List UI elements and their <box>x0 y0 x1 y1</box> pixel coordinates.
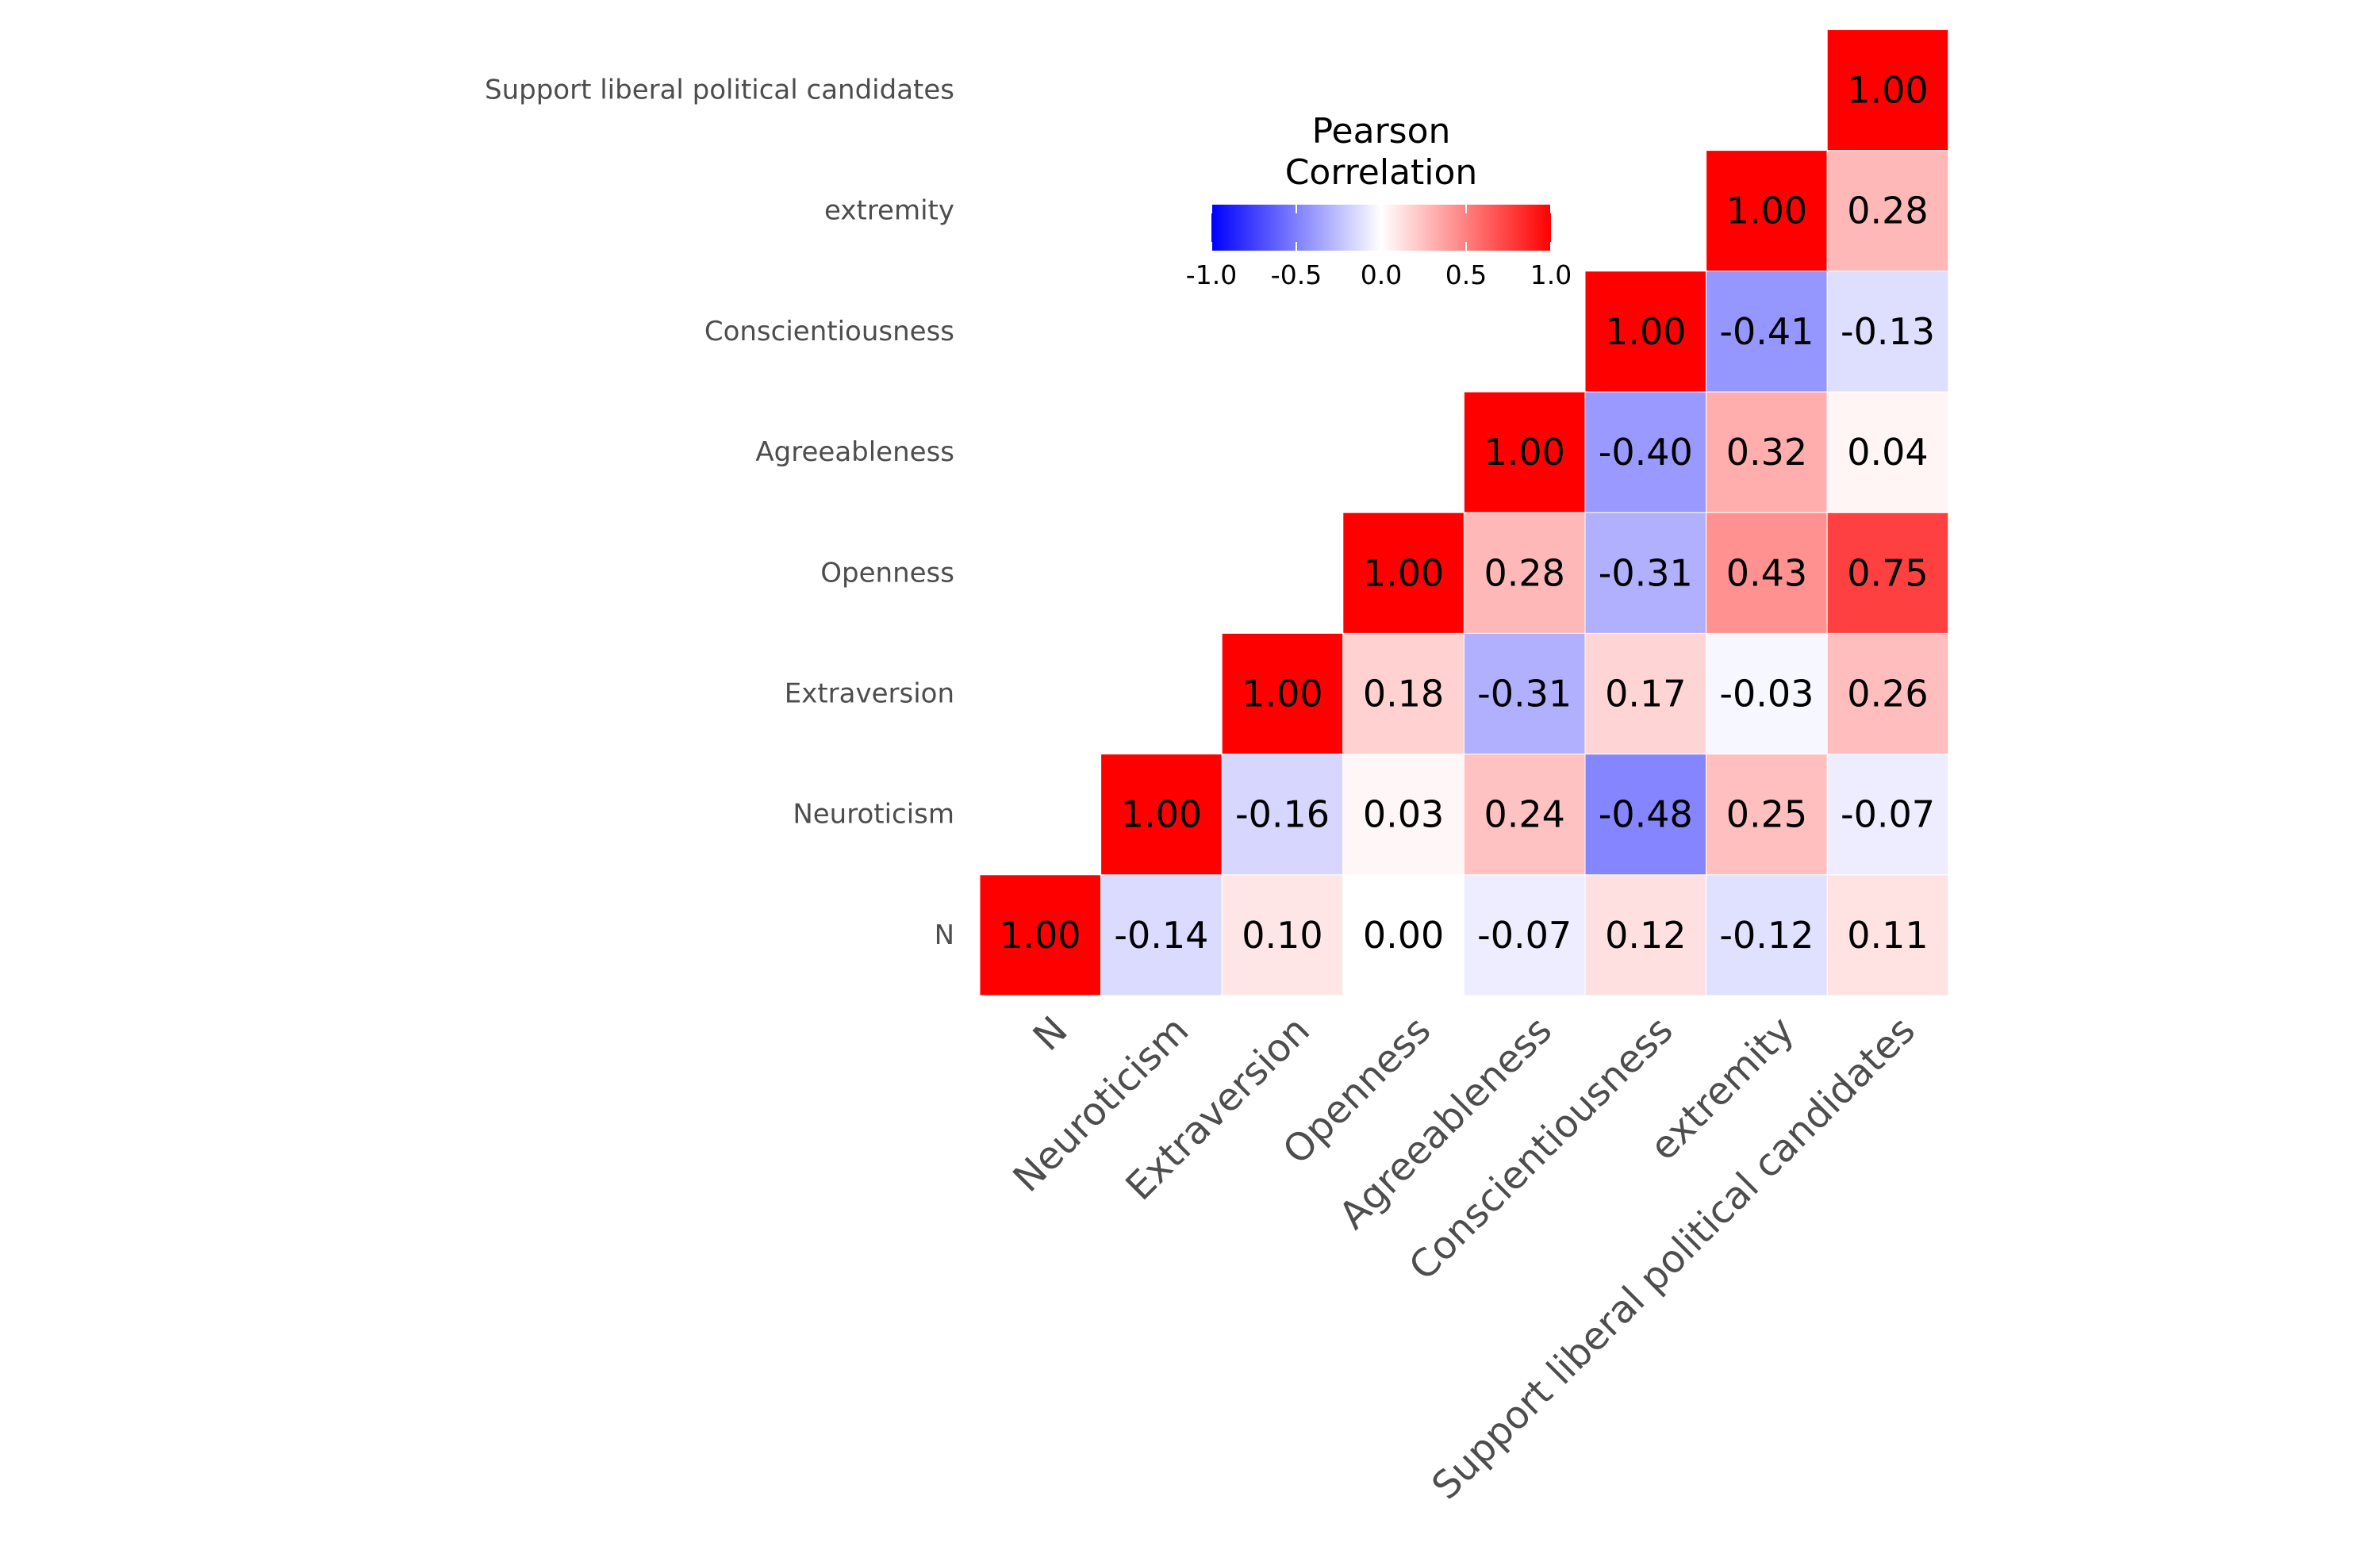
cell-value-label: 0.25 <box>1726 793 1807 836</box>
cell-value-label: -0.07 <box>1841 793 1935 836</box>
heatmap-cell-conscientiousness-conscientiousness <box>1584 270 1707 393</box>
heatmap-cell-conscientiousness-extraversion <box>1584 632 1707 755</box>
heatmap-cell-conscientiousness-n <box>1584 874 1707 996</box>
cell-value-label: 0.03 <box>1363 793 1444 836</box>
heatmap-cell-support-liberal-political-candidates-openness <box>1826 512 1949 634</box>
cell-value-label: 0.17 <box>1605 673 1686 716</box>
y-tick-label-neuroticism: Neuroticism <box>793 799 954 831</box>
cell-value-label: -0.12 <box>1719 914 1814 957</box>
cell-value-label: 0.11 <box>1847 914 1928 957</box>
y-tick-label-extraversion: Extraversion <box>785 678 954 710</box>
legend-tick-label: 0.5 <box>1445 259 1487 290</box>
heatmap-cell-extremity-extremity <box>1706 150 1828 272</box>
cell-value-label: -0.14 <box>1114 914 1208 957</box>
cell-value-label: 0.00 <box>1363 914 1444 957</box>
cell-value-label: 0.43 <box>1726 551 1807 594</box>
heatmap-cell-support-liberal-political-candidates-conscientiousness <box>1826 270 1949 393</box>
y-tick-label-conscientiousness: Conscientiousness <box>704 316 954 347</box>
legend-tick-label: -1.0 <box>1186 259 1237 290</box>
heatmap-cell-conscientiousness-agreeableness <box>1584 391 1707 513</box>
legend-tick-label: 1.0 <box>1530 259 1572 290</box>
cell-value-label: -0.03 <box>1719 673 1814 716</box>
x-axis: NNeuroticismExtraversionOpennessAgreeabl… <box>1004 1008 1924 1509</box>
heatmap-cell-agreeableness-neuroticism <box>1463 754 1586 876</box>
cell-value-label: 0.12 <box>1605 914 1686 957</box>
heatmap-cell-conscientiousness-neuroticism <box>1584 754 1707 876</box>
cell-value-label: 1.00 <box>1363 551 1444 594</box>
cell-value-label: -0.40 <box>1599 431 1693 474</box>
x-tick-label-n: N <box>1025 1008 1077 1060</box>
cell-value-label: -0.07 <box>1477 914 1572 957</box>
y-tick-label-openness: Openness <box>820 557 954 589</box>
cell-value-label: -0.16 <box>1235 793 1330 836</box>
heatmap-cells <box>979 29 1949 996</box>
cell-value-label: 0.28 <box>1847 190 1928 232</box>
heatmap-cell-extraversion-neuroticism <box>1221 754 1344 876</box>
heatmap-cell-neuroticism-n <box>1100 874 1223 996</box>
heatmap-cell-openness-extraversion <box>1342 632 1464 755</box>
cell-value-label: 1.00 <box>1000 914 1081 957</box>
cell-value-label: 1.00 <box>1484 431 1564 474</box>
heatmap-cell-support-liberal-political-candidates-extraversion <box>1826 632 1949 755</box>
cell-value-label: 0.18 <box>1363 673 1444 716</box>
cell-value-label: 1.00 <box>1605 310 1686 353</box>
legend-tick-label: -0.5 <box>1271 259 1322 290</box>
heatmap-cell-support-liberal-political-candidates-extremity <box>1826 150 1949 272</box>
heatmap-cell-extremity-conscientiousness <box>1706 270 1828 393</box>
legend-title-line: Correlation <box>1285 152 1478 193</box>
cell-value-label: 1.00 <box>1726 190 1807 232</box>
heatmap-cell-extraversion-n <box>1221 874 1344 996</box>
legend-title-line: Pearson <box>1312 111 1451 152</box>
heatmap-cell-openness-neuroticism <box>1342 754 1464 876</box>
cell-value-label: 0.24 <box>1484 793 1564 836</box>
y-tick-label-support-liberal-political-candidates: Support liberal political candidates <box>485 75 954 106</box>
heatmap-cell-support-liberal-political-candidates-agreeableness <box>1826 391 1949 513</box>
cell-value-label: -0.31 <box>1477 673 1572 716</box>
heatmap-cell-neuroticism-neuroticism <box>1100 754 1223 876</box>
heatmap-cell-n-n <box>979 874 1102 996</box>
y-tick-label-n: N <box>935 919 954 951</box>
cell-value-label: -0.13 <box>1841 310 1935 353</box>
heatmap-cell-extremity-neuroticism <box>1706 754 1828 876</box>
cell-value-label: 1.00 <box>1242 673 1322 716</box>
cell-value-label: 0.32 <box>1726 431 1807 474</box>
heatmap-cell-support-liberal-political-candidates-n <box>1826 874 1949 996</box>
heatmap-cell-agreeableness-extraversion <box>1463 632 1586 755</box>
cell-value-label: -0.48 <box>1599 793 1693 836</box>
legend-tick-label: 0.0 <box>1361 259 1402 290</box>
cell-value-label: 0.26 <box>1847 673 1928 716</box>
cell-value-label: 0.10 <box>1242 914 1322 957</box>
heatmap-cell-conscientiousness-openness <box>1584 512 1707 634</box>
heatmap-cell-extraversion-extraversion <box>1221 632 1344 755</box>
cell-value-label: 0.04 <box>1847 431 1928 474</box>
heatmap-cell-labels: 1.00 -0.14 1.00 0.10 -0.16 1.00 0.00 0.03 0.18 1.… <box>1000 69 1935 957</box>
heatmap-cell-support-liberal-political-candidates-neuroticism <box>1826 754 1949 876</box>
cell-value-label: 0.75 <box>1847 551 1928 594</box>
y-axis: N Neuroticism Extraversion Openness Agreeabl… <box>485 75 954 951</box>
x-tick-label-agreeableness: Agreeableness <box>1330 1008 1560 1238</box>
heatmap-cell-agreeableness-agreeableness <box>1463 391 1586 513</box>
heatmap-cell-support-liberal-political-candidates-support-liberal-political-candidates <box>1826 29 1949 152</box>
cell-value-label: -0.31 <box>1599 551 1693 594</box>
cell-value-label: 1.00 <box>1847 69 1928 112</box>
cell-value-label: 1.00 <box>1121 793 1202 836</box>
y-tick-label-extremity: extremity <box>824 195 954 227</box>
y-tick-label-agreeableness: Agreeableness <box>755 436 954 468</box>
heatmap-cell-extremity-openness <box>1706 512 1828 634</box>
heatmap-cell-openness-openness <box>1342 512 1464 634</box>
cell-value-label: -0.41 <box>1719 310 1814 353</box>
cell-value-label: 0.28 <box>1484 551 1564 594</box>
heatmap-cell-openness-n <box>1342 874 1464 996</box>
